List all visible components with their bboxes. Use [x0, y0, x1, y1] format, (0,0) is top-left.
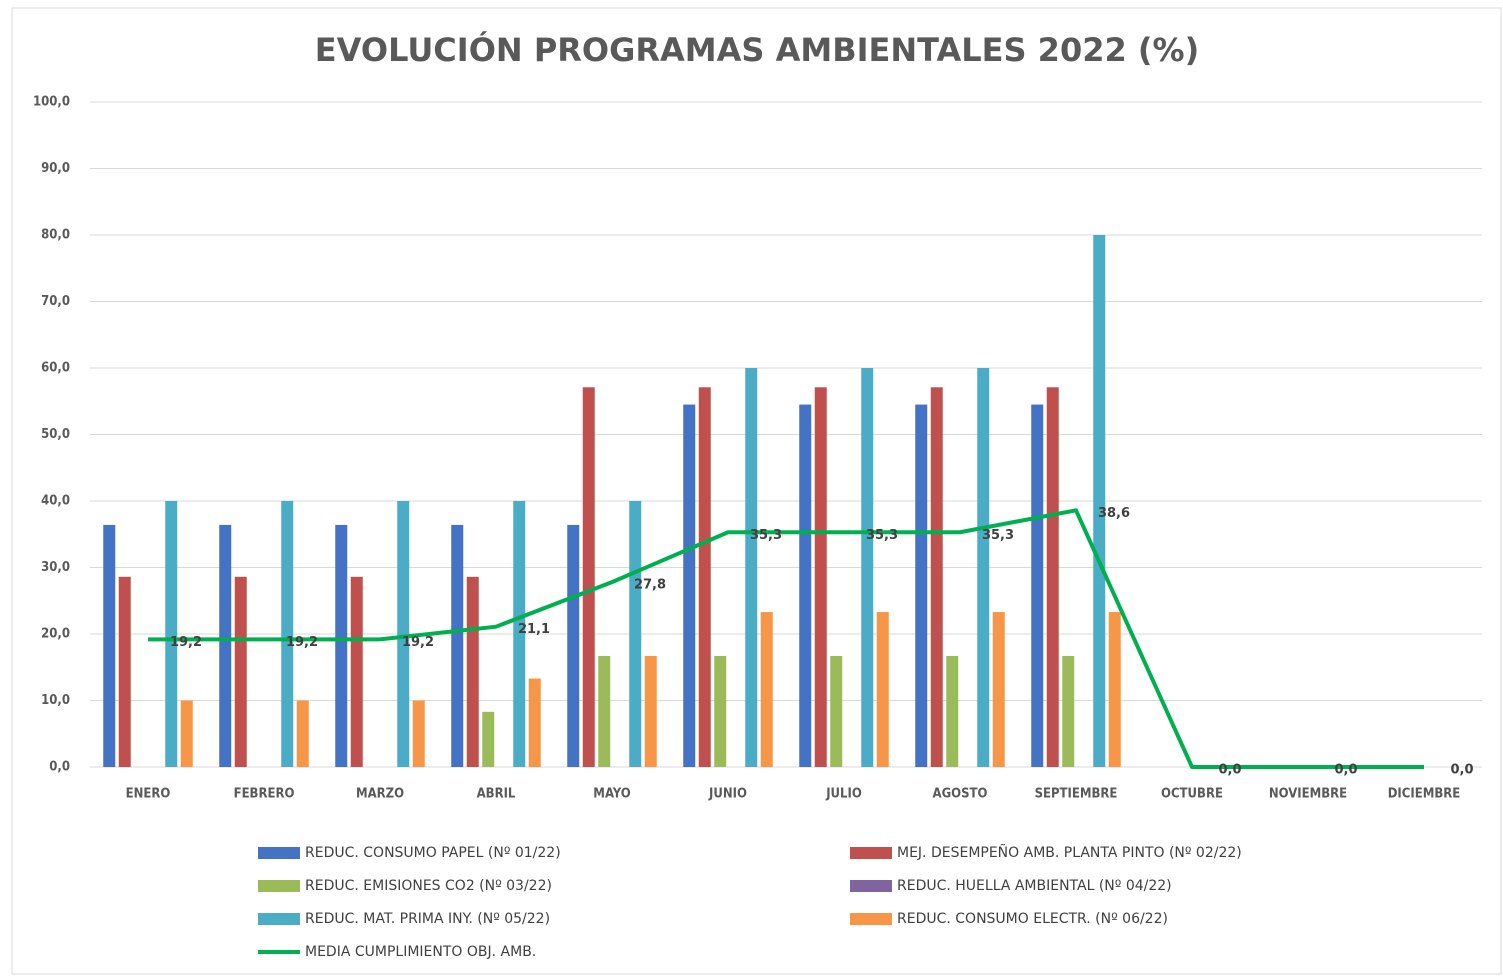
data-label: 35,3	[866, 528, 898, 543]
y-tick-label: 40,0	[41, 494, 70, 509]
data-label: 35,3	[982, 528, 1014, 543]
bar	[714, 655, 727, 767]
legend-swatch	[850, 847, 892, 859]
bar	[1093, 235, 1106, 767]
bar	[412, 700, 425, 767]
bar	[629, 501, 642, 767]
data-label: 19,2	[170, 635, 202, 650]
legend-label: MEJ. DESEMPEÑO AMB. PLANTA PINTO (Nº 02/…	[897, 844, 1242, 861]
bar	[946, 655, 959, 767]
x-tick-label: MAYO	[593, 787, 630, 802]
bar	[1031, 404, 1044, 767]
bar	[977, 368, 990, 767]
bar	[281, 501, 294, 767]
legend-label: REDUC. CONSUMO PAPEL (Nº 01/22)	[305, 845, 561, 861]
bar	[1108, 612, 1121, 767]
bar	[118, 576, 131, 767]
bar	[165, 501, 178, 767]
bar	[397, 501, 410, 767]
bar	[698, 387, 711, 767]
y-tick-label: 20,0	[41, 627, 70, 642]
chart-title: EVOLUCIÓN PROGRAMAS AMBIENTALES 2022 (%)	[315, 30, 1199, 69]
legend-swatch	[258, 847, 300, 859]
legend-label: REDUC. HUELLA AMBIENTAL (Nº 04/22)	[897, 878, 1172, 894]
bar	[683, 404, 696, 767]
bar	[296, 700, 309, 767]
y-tick-label: 30,0	[41, 560, 70, 575]
y-tick-label: 70,0	[41, 294, 70, 309]
legend-label: REDUC. MAT. PRIMA INY. (Nº 05/22)	[305, 911, 550, 927]
bar	[915, 404, 928, 767]
legend-swatch	[258, 913, 300, 925]
bar	[567, 524, 580, 767]
bar	[219, 524, 232, 767]
bar	[992, 612, 1005, 767]
x-tick-label: JUNIO	[708, 787, 747, 802]
data-label: 0,0	[1450, 763, 1473, 778]
legend-label: REDUC. EMISIONES CO2 (Nº 03/22)	[305, 878, 552, 894]
bar	[234, 576, 247, 767]
data-label: 0,0	[1218, 763, 1241, 778]
bar	[103, 524, 116, 767]
legend-swatch	[258, 880, 300, 892]
bar	[598, 655, 611, 767]
data-label: 38,6	[1098, 506, 1130, 521]
bar	[799, 404, 812, 767]
x-tick-label: JULIO	[825, 787, 862, 802]
bar	[513, 501, 526, 767]
bar	[350, 576, 363, 767]
legend-label: REDUC. CONSUMO ELECTR. (Nº 06/22)	[897, 911, 1168, 927]
bar	[861, 368, 874, 767]
y-tick-label: 100,0	[33, 95, 70, 110]
x-tick-label: AGOSTO	[933, 787, 988, 802]
y-tick-label: 0,0	[49, 760, 70, 775]
legend-swatch	[850, 913, 892, 925]
x-tick-label: DICIEMBRE	[1388, 787, 1461, 802]
bar	[876, 612, 889, 767]
y-tick-label: 50,0	[41, 427, 70, 442]
data-label: 21,1	[518, 622, 550, 637]
bar	[814, 387, 827, 767]
bar	[1046, 387, 1059, 767]
legend-swatch	[850, 880, 892, 892]
data-label: 0,0	[1334, 763, 1357, 778]
x-tick-label: FEBRERO	[234, 787, 295, 802]
legend-swatch	[258, 950, 300, 954]
bar	[930, 387, 943, 767]
bar	[180, 700, 193, 767]
y-tick-label: 60,0	[41, 361, 70, 376]
line	[148, 508, 1424, 769]
x-tick-label: MARZO	[356, 787, 404, 802]
bar	[466, 576, 479, 767]
x-tick-label: OCTUBRE	[1161, 787, 1223, 802]
x-tick-label: ABRIL	[477, 787, 516, 802]
bar	[335, 524, 348, 767]
legend-label: MEDIA CUMPLIMIENTO OBJ. AMB.	[305, 944, 536, 960]
bar	[644, 655, 657, 767]
bar	[528, 678, 541, 767]
bar	[582, 387, 595, 767]
data-label: 35,3	[750, 528, 782, 543]
y-tick-label: 80,0	[41, 228, 70, 243]
y-tick-label: 10,0	[41, 693, 70, 708]
bar	[451, 524, 464, 767]
y-tick-label: 90,0	[41, 161, 70, 176]
x-tick-label: ENERO	[126, 787, 171, 802]
data-label: 19,2	[286, 635, 318, 650]
data-label: 27,8	[634, 578, 666, 593]
data-label: 19,2	[402, 635, 434, 650]
x-tick-label: SEPTIEMBRE	[1035, 787, 1118, 802]
bar	[760, 612, 773, 767]
bar	[482, 711, 495, 767]
bar	[830, 655, 843, 767]
x-tick-label: NOVIEMBRE	[1269, 787, 1347, 802]
bar	[1062, 655, 1075, 767]
bar	[745, 368, 758, 767]
